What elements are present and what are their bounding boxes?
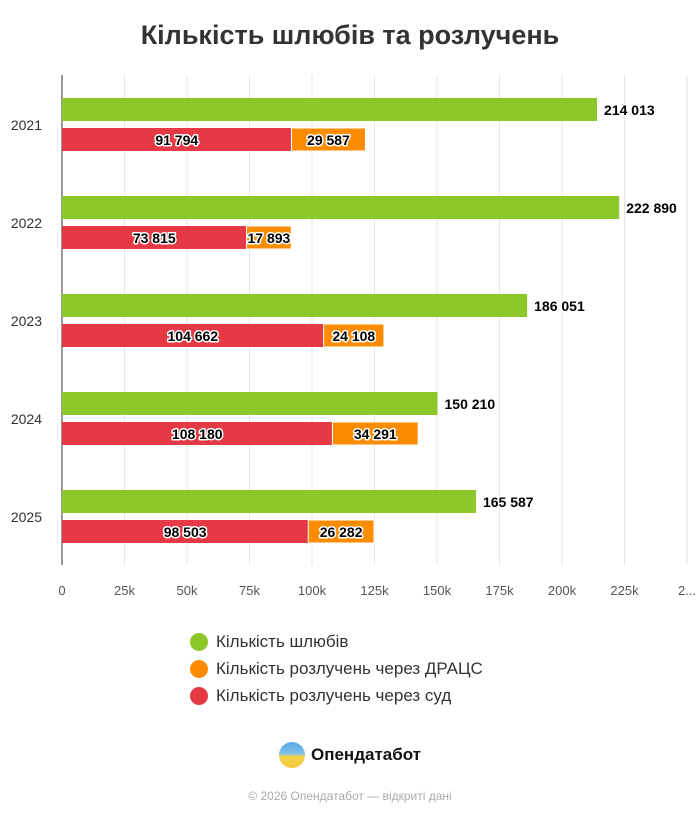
- legend-dot-marriages: [190, 632, 208, 651]
- data-label-dracs: 29 587: [307, 132, 350, 148]
- data-label-court: 98 503: [164, 524, 207, 540]
- data-label-court: 73 815: [133, 230, 176, 246]
- x-tick-label: 100k: [298, 583, 327, 598]
- data-label-marriages: 214 013: [604, 102, 655, 118]
- bar-divorces-court: [62, 226, 247, 249]
- data-label-marriages: 222 890: [626, 200, 677, 216]
- y-tick-label: 2023: [11, 313, 42, 329]
- data-label-court: 108 180: [172, 426, 223, 442]
- y-tick-label: 2025: [11, 509, 42, 525]
- bar-divorces-dracs: [290, 127, 366, 152]
- x-tick-label: 0: [58, 583, 65, 598]
- legend-item-marriages[interactable]: Кількість шлюбів: [190, 628, 483, 655]
- copyright: © 2026 Опендатабот — відкриті дані: [248, 789, 452, 803]
- legend-label: Кількість шлюбів: [216, 631, 349, 651]
- data-label-court: 91 794: [155, 132, 198, 148]
- bar-marriages: [62, 196, 620, 219]
- x-tick-label: 50k: [177, 583, 198, 598]
- bar-divorces-court: [62, 128, 292, 151]
- x-tick-label: 2...: [678, 583, 696, 598]
- data-label-dracs: 17 893: [247, 230, 290, 246]
- legend-item-dracs[interactable]: Кількість розлучень через ДРАЦС: [190, 655, 483, 682]
- data-label-marriages: 186 051: [534, 298, 585, 314]
- bar-divorces-dracs: [246, 225, 292, 250]
- y-tick-label: 2021: [11, 117, 42, 133]
- x-tick-label: 75k: [239, 583, 260, 598]
- brand-logo: Опендатабот: [0, 742, 700, 768]
- data-label-dracs: 26 282: [320, 524, 363, 540]
- bar-marriages: [62, 392, 438, 415]
- x-tick-label: 225k: [610, 583, 639, 598]
- legend-item-court[interactable]: Кількість розлучень через суд: [190, 682, 483, 709]
- data-label-dracs: 34 291: [354, 426, 397, 442]
- legend: Кількість шлюбів Кількість розлучень чер…: [190, 628, 483, 709]
- bar-marriages: [62, 98, 598, 121]
- bar-divorces-dracs: [331, 421, 419, 446]
- bar-divorces-court: [62, 520, 309, 543]
- brand-name: Опендатабот: [310, 745, 422, 764]
- y-tick-label: 2022: [11, 215, 42, 231]
- data-label-marriages: 150 210: [445, 396, 496, 412]
- x-tick-label: 150k: [423, 583, 452, 598]
- x-tick-label: 25k: [114, 583, 135, 598]
- x-tick-label: 200k: [548, 583, 577, 598]
- bar-divorces-court: [62, 422, 333, 445]
- bar-marriages: [62, 294, 528, 317]
- x-tick-label: 125k: [360, 583, 389, 598]
- y-tick-label: 2024: [11, 411, 42, 427]
- bar-divorces-dracs: [323, 323, 385, 348]
- legend-label: Кількість розлучень через ДРАЦС: [216, 658, 483, 678]
- bar-chart: 0 25k 50k 75k 100k 125k 150k 175k 200k 225k 2... 20…: [11, 75, 696, 598]
- x-tick-label: 175k: [485, 583, 514, 598]
- data-label-court: 104 662: [168, 328, 219, 344]
- data-label-marriages: 165 587: [483, 494, 534, 510]
- legend-dot-court: [190, 686, 208, 705]
- bar-divorces-court: [62, 324, 324, 347]
- data-label-dracs: 24 108: [332, 328, 375, 344]
- bar-divorces-dracs: [307, 519, 375, 544]
- bar-marriages: [62, 490, 476, 513]
- legend-label: Кількість розлучень через суд: [216, 685, 452, 705]
- logo-icon: [278, 742, 305, 768]
- chart-title: Кількість шлюбів та розлучень: [140, 20, 560, 50]
- legend-dot-dracs: [190, 659, 208, 678]
